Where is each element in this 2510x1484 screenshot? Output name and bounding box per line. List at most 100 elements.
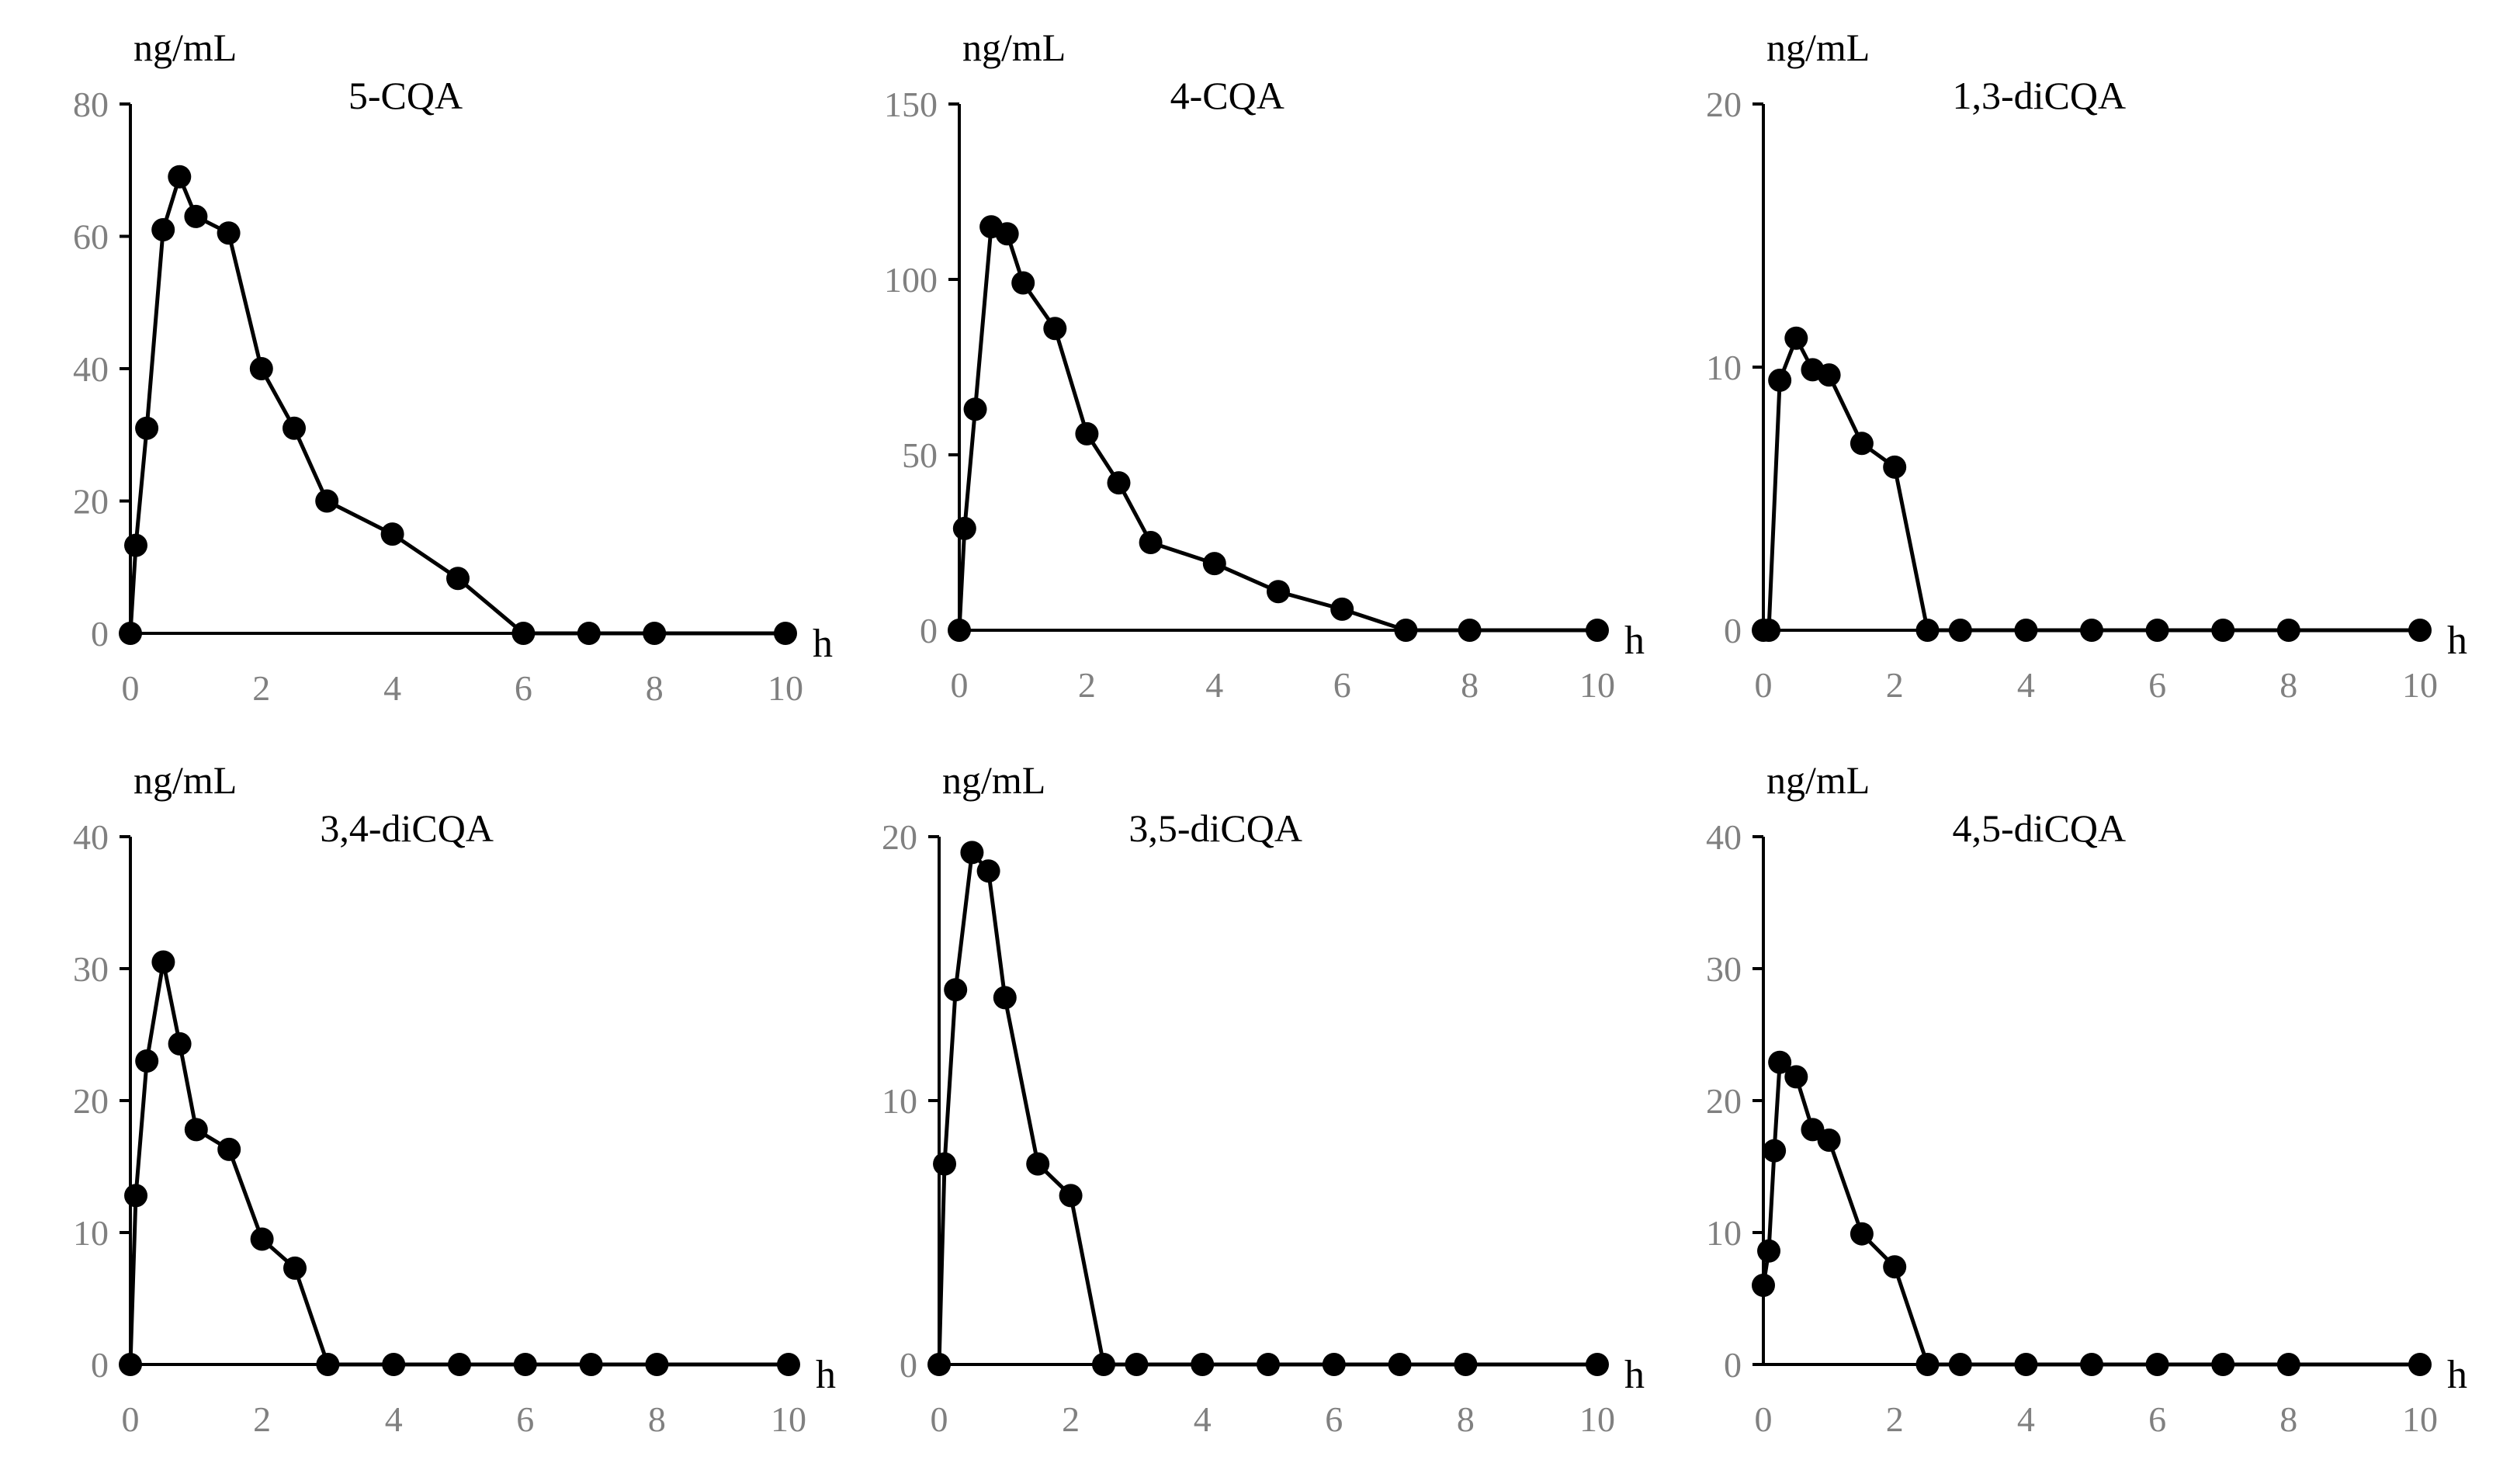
- series-line: [957, 224, 1597, 633]
- data-point: [1768, 368, 1792, 392]
- data-point: [1768, 1050, 1792, 1074]
- y-tick-label: 20: [73, 482, 109, 522]
- data-point: [316, 1353, 340, 1376]
- x-tick-label: 6: [1333, 665, 1351, 705]
- data-point: [382, 1353, 406, 1376]
- y-tick-label: 0: [900, 1345, 917, 1385]
- data-point: [2408, 619, 2432, 642]
- data-point: [1191, 1353, 1215, 1376]
- y-tick-label: 80: [73, 85, 109, 124]
- data-point: [579, 1353, 603, 1376]
- x-tick-label: 6: [2148, 665, 2166, 705]
- data-point: [124, 1184, 148, 1208]
- data-point: [577, 622, 601, 645]
- data-point: [1043, 317, 1067, 341]
- x-tick-label: 2: [252, 668, 270, 708]
- data-point: [151, 950, 175, 974]
- data-point: [2276, 619, 2300, 642]
- x-tick-label: 10: [1579, 665, 1615, 705]
- y-tick-label: 0: [1724, 611, 1742, 650]
- data-point: [1586, 1353, 1609, 1376]
- y-axis-label: ng/mL: [1766, 758, 1870, 802]
- y-axis-label: ng/mL: [962, 26, 1066, 69]
- x-tick-label: 10: [771, 1399, 806, 1439]
- chart-panel-4: 0 10 20 30 40 0 2 4 6 8 10 ng/mL 3,4-diCQA h: [73, 758, 836, 1439]
- data-point: [119, 622, 142, 645]
- data-point: [283, 1256, 307, 1280]
- data-point: [960, 841, 984, 865]
- data-point: [168, 1032, 192, 1056]
- data-point: [2014, 619, 2038, 642]
- series-line: [1761, 1060, 2420, 1367]
- y-axis-label: ng/mL: [942, 758, 1045, 802]
- data-point: [1752, 1274, 1775, 1297]
- x-tick-label: 0: [931, 1399, 948, 1439]
- y-tick-label: 40: [1706, 817, 1742, 857]
- data-point: [1059, 1184, 1083, 1208]
- x-tick-label: 8: [2279, 1399, 2297, 1439]
- data-point: [1202, 552, 1226, 576]
- x-tick-label: 6: [1325, 1399, 1343, 1439]
- data-point: [777, 1353, 800, 1376]
- data-point: [933, 1152, 957, 1176]
- data-point: [283, 416, 306, 440]
- data-point: [124, 533, 148, 557]
- y-tick-label: 0: [91, 1345, 109, 1385]
- data-point: [168, 165, 192, 189]
- x-tick-label: 0: [1755, 665, 1773, 705]
- chart-panel-3: 0 10 20 0 2 4 6 8 10 ng/mL 1,3-diCQA h: [1706, 26, 2467, 705]
- x-tick-label: 2: [1886, 1399, 1904, 1439]
- data-point: [927, 1353, 951, 1376]
- x-tick-label: 4: [383, 668, 401, 708]
- data-point: [1817, 1129, 1841, 1152]
- y-tick-label: 30: [1706, 949, 1742, 989]
- data-point: [446, 567, 470, 591]
- data-point: [1817, 363, 1841, 387]
- chart-title: 4,5-diCQA: [1953, 806, 2127, 850]
- data-point: [1757, 1239, 1781, 1263]
- data-point: [1948, 619, 1972, 642]
- data-point: [1388, 1353, 1412, 1376]
- data-point: [993, 986, 1017, 1010]
- y-tick-label: 10: [1706, 1213, 1742, 1253]
- x-tick-label: 8: [648, 1399, 666, 1439]
- x-tick-label: 10: [2402, 665, 2438, 705]
- series-line: [937, 850, 1597, 1367]
- y-tick-label: 100: [884, 260, 938, 300]
- series-line: [1763, 336, 2420, 633]
- data-point: [2211, 1353, 2235, 1376]
- series-line: [128, 175, 785, 636]
- x-tick-label: 4: [385, 1399, 403, 1439]
- x-axis-label: h: [2447, 619, 2467, 663]
- chart-panel-2: 0 50 100 150 0 2 4 6 8 10 ng/mL 4-CQA h: [884, 26, 1645, 705]
- y-tick-label: 20: [73, 1081, 109, 1121]
- data-point: [1011, 271, 1035, 295]
- chart-panel-1: 0 20 40 60 80 0 2 4 6 8 10 ng/mL 5-CQA h: [73, 26, 833, 708]
- data-point: [1454, 1353, 1478, 1376]
- data-point: [1107, 471, 1131, 495]
- x-tick-label: 8: [646, 668, 664, 708]
- data-point: [952, 516, 976, 540]
- data-point: [1763, 1139, 1787, 1163]
- data-point: [1850, 1222, 1874, 1246]
- data-point: [2145, 1353, 2169, 1376]
- x-tick-label: 2: [1886, 665, 1904, 705]
- chart-title: 4-CQA: [1170, 74, 1284, 117]
- x-tick-label: 6: [515, 668, 532, 708]
- data-point: [2211, 619, 2235, 642]
- data-point: [249, 357, 273, 380]
- x-tick-label: 6: [516, 1399, 534, 1439]
- y-axis-label: ng/mL: [133, 758, 237, 802]
- x-axis-label: h: [813, 622, 833, 666]
- chart-title: 1,3-diCQA: [1953, 74, 2127, 117]
- data-point: [1784, 1065, 1808, 1089]
- x-tick-label: 8: [1461, 665, 1479, 705]
- y-tick-label: 20: [1706, 1081, 1742, 1121]
- y-tick-label: 50: [902, 435, 938, 475]
- data-point: [2145, 619, 2169, 642]
- data-point: [1784, 326, 1808, 350]
- x-axis-label: h: [1624, 619, 1645, 663]
- data-point: [1139, 531, 1163, 554]
- data-point: [1883, 1255, 1907, 1279]
